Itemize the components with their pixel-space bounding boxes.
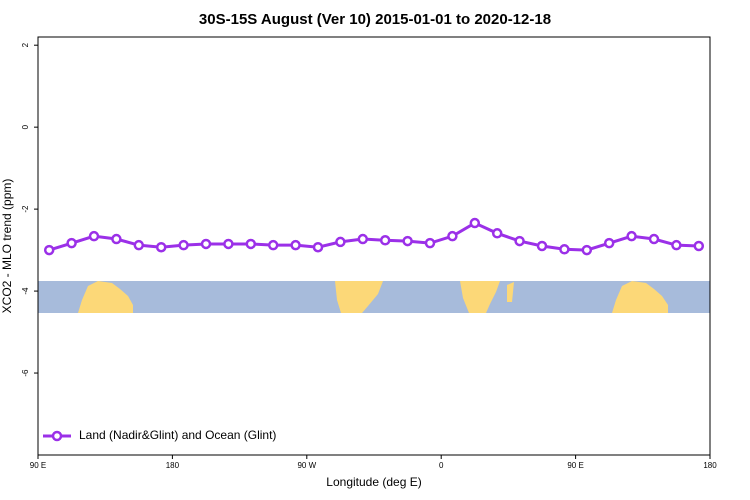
point [111,233,122,245]
point [581,244,593,256]
chart-title: 30S-15S August (Ver 10) 2015-01-01 to 20… [199,11,551,28]
point [469,217,481,229]
point [447,230,458,242]
point [693,240,705,252]
legend-marker [51,430,63,442]
y-tick-label: 2 [21,42,30,47]
point [155,241,167,253]
y-axis-label: XCO2 - MLO trend (ppm) [0,179,14,314]
x-axis-label: Longitude (deg E) [326,475,421,489]
point [223,238,234,250]
point [357,233,369,245]
point [312,241,324,253]
plot-frame [37,36,711,456]
point [88,230,100,242]
point [178,239,189,251]
point [559,244,570,255]
point [66,237,77,249]
point [671,239,682,251]
point [290,239,301,251]
y-tick-label: -4 [21,287,30,295]
series-line [48,221,699,252]
point [514,235,525,247]
y-tick-label: -6 [21,369,30,377]
point [626,230,637,242]
point [267,239,279,251]
x-tick-label: 0 [439,461,444,470]
x-tick-label: 90 W [297,461,316,470]
point [491,228,503,239]
point [536,240,548,252]
point [133,239,145,251]
y-tick-label: 0 [21,124,30,129]
y-tick-label: -2 [21,205,30,213]
x-tick-label: 90 E [567,461,583,470]
x-tick-label: 90 E [30,461,46,470]
point [43,244,55,256]
x-tick-label: 180 [703,461,717,470]
point [424,237,436,249]
legend-label: Land (Nadir&Glint) and Ocean (Glint) [79,428,276,442]
point [402,235,413,247]
point [245,238,257,250]
point [379,235,391,246]
point [200,238,212,250]
point [603,237,615,249]
x-tick-label: 180 [166,461,180,470]
map-strip [38,281,710,313]
point [648,233,660,245]
point [335,236,346,248]
